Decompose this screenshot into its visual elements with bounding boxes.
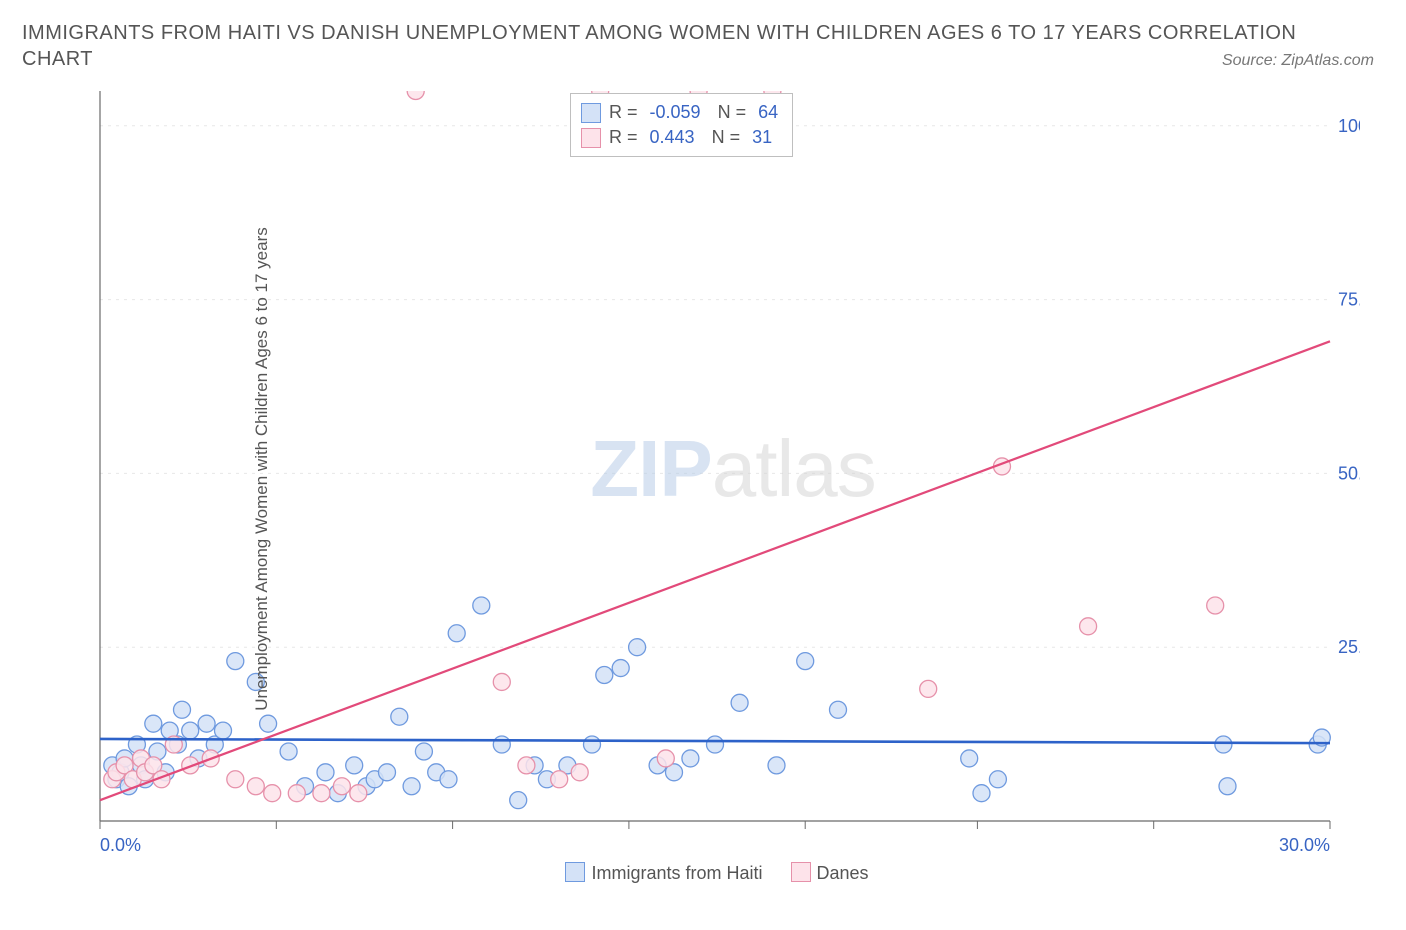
legend-label: Immigrants from Haiti (591, 863, 762, 883)
source-label: Source: ZipAtlas.com (1222, 52, 1374, 70)
series-legend: Immigrants from Haiti Danes (0, 862, 1406, 884)
svg-text:50.0%: 50.0% (1338, 463, 1360, 483)
stats-legend: R =-0.059 N =64R = 0.443 N = 31 (570, 93, 793, 157)
svg-text:0.0%: 0.0% (100, 835, 141, 851)
chart-title-line1: IMMIGRANTS FROM HAITI VS DANISH UNEMPLOY… (22, 18, 1384, 48)
legend-label: Danes (817, 863, 869, 883)
svg-text:25.0%: 25.0% (1338, 637, 1360, 657)
svg-text:30.0%: 30.0% (1279, 835, 1330, 851)
svg-text:75.0%: 75.0% (1338, 290, 1360, 310)
y-axis-label: Unemployment Among Women with Children A… (252, 227, 272, 711)
svg-text:100.0%: 100.0% (1338, 116, 1360, 136)
chart-title-line2: CHART (22, 48, 93, 71)
